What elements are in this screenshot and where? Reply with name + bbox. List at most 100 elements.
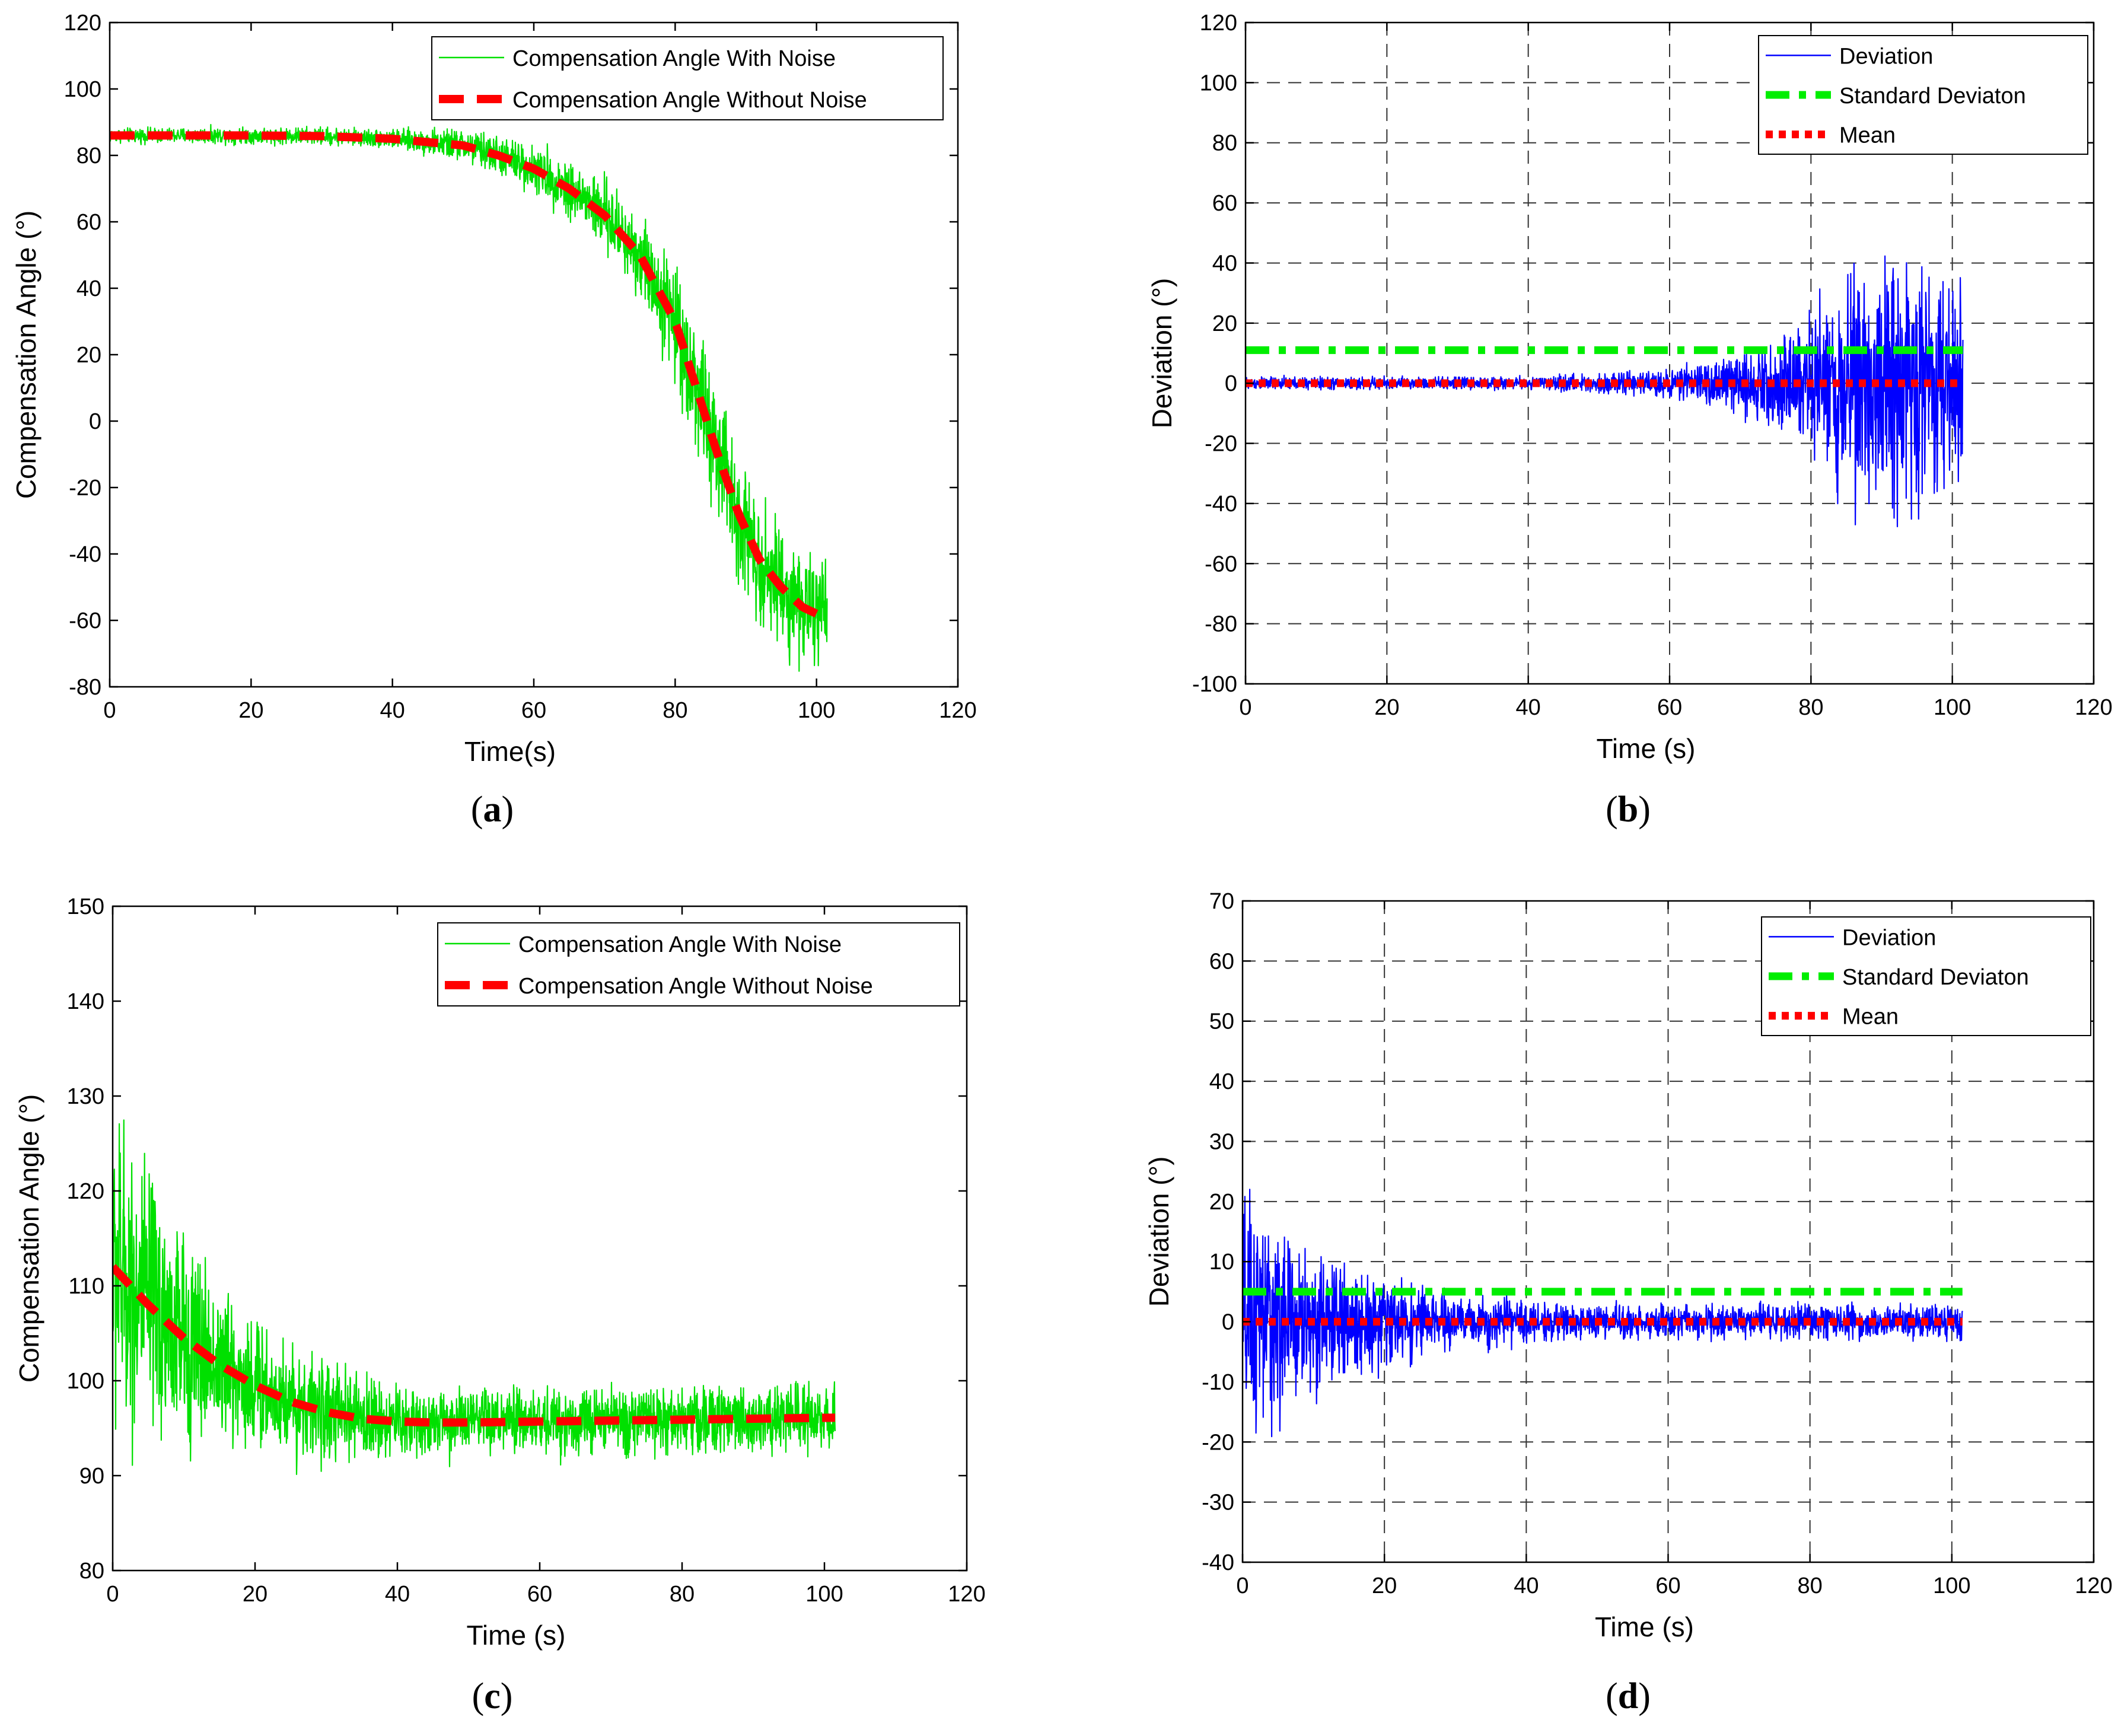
legend-label: Compensation Angle With Noise bbox=[518, 932, 842, 957]
series-compensation-angle-without-noise bbox=[113, 1264, 836, 1427]
legend-label: Deviation bbox=[1839, 44, 1933, 69]
x-tick-label: 100 bbox=[805, 1582, 843, 1607]
x-tick-label: 80 bbox=[1798, 695, 1823, 720]
x-tick-label: 20 bbox=[1372, 1573, 1397, 1598]
x-tick-label: 40 bbox=[380, 698, 405, 723]
legend-label: Mean bbox=[1839, 123, 1896, 148]
x-axis-label: Time (s) bbox=[1595, 1611, 1694, 1642]
y-tick-label: -20 bbox=[1205, 432, 1237, 457]
x-tick-label: 120 bbox=[948, 1582, 985, 1607]
y-tick-label: 120 bbox=[64, 11, 101, 36]
x-tick-label: 40 bbox=[1514, 1573, 1539, 1598]
y-tick-label: -40 bbox=[1202, 1550, 1234, 1575]
legend-box bbox=[431, 36, 944, 120]
x-tick-label: 0 bbox=[1239, 695, 1251, 720]
x-tick-label: 80 bbox=[670, 1582, 695, 1607]
legend-label: Mean bbox=[1842, 1005, 1899, 1030]
y-tick-label: 80 bbox=[77, 144, 101, 168]
panel-c: 0 20 40 60 80 100 120 80 90 100 110 120 130 140 150 Tim… bbox=[0, 867, 1059, 1733]
panel-d: 0 20 40 60 80 100 120 -40 -30 -20 -10 0 10 20 30 40 50 60… bbox=[1059, 867, 2118, 1733]
x-tick-label: 20 bbox=[243, 1582, 267, 1607]
y-tick-label: 20 bbox=[77, 343, 101, 368]
y-tick-label: -20 bbox=[69, 476, 101, 501]
legend-box bbox=[437, 922, 960, 1006]
y-tick-label: 110 bbox=[68, 1274, 104, 1299]
x-tick-label: 120 bbox=[2075, 695, 2112, 720]
x-tick-label: 100 bbox=[1933, 1573, 1970, 1598]
y-axis-label: Deviation (°) bbox=[1146, 278, 1177, 429]
y-tick-label: -20 bbox=[1202, 1430, 1234, 1455]
legend: Deviation Standard Deviaton Mean bbox=[1758, 35, 2088, 155]
y-tick-label: 90 bbox=[79, 1464, 104, 1489]
y-tick-label: 150 bbox=[67, 894, 104, 919]
chart-c-content: 0 20 40 60 80 100 120 80 90 100 110 120 130 140 150 Tim… bbox=[14, 894, 986, 1651]
chart-b-content: 0 20 40 60 80 100 120 -100 -80 -60 -40 -20 0 20 40 60 80… bbox=[1146, 11, 2113, 764]
y-tick-label: 40 bbox=[1209, 1069, 1234, 1094]
y-tick-label: -60 bbox=[1205, 552, 1237, 576]
y-tick-label: 100 bbox=[67, 1369, 104, 1394]
x-tick-label: 60 bbox=[527, 1582, 552, 1607]
chart-d-content: 0 20 40 60 80 100 120 -40 -30 -20 -10 0 10 20 30 40 50 60… bbox=[1144, 889, 2113, 1642]
y-tick-label: 100 bbox=[1200, 71, 1237, 95]
legend-label: Deviation bbox=[1842, 925, 1936, 950]
plot-area bbox=[1243, 1189, 1963, 1438]
plot-area bbox=[110, 124, 828, 672]
caption-a: (a) bbox=[433, 789, 552, 831]
y-tick-label: 20 bbox=[1209, 1190, 1234, 1215]
caption-c: (c) bbox=[433, 1676, 552, 1718]
caption-c-close: ) bbox=[500, 1676, 513, 1716]
series-compensation-angle-without-noise bbox=[110, 131, 828, 622]
x-tick-label: 80 bbox=[1798, 1573, 1823, 1598]
legend-label: Compensation Angle Without Noise bbox=[518, 974, 873, 999]
y-tick-label: 40 bbox=[77, 276, 101, 301]
x-axis-label: Time(s) bbox=[464, 736, 556, 767]
y-tick-label: 100 bbox=[64, 77, 101, 102]
legend: Compensation Angle With Noise Compensatio… bbox=[437, 922, 960, 1006]
x-tick-label: 80 bbox=[663, 698, 687, 723]
x-tick-label: 0 bbox=[106, 1582, 119, 1607]
caption-d-letter: d bbox=[1617, 1676, 1639, 1716]
y-tick-label: 80 bbox=[1212, 131, 1237, 156]
y-tick-label: -80 bbox=[69, 675, 101, 700]
y-tick-label: 60 bbox=[1212, 191, 1237, 216]
caption-b: (b) bbox=[1569, 789, 1687, 831]
caption-c-open: ( bbox=[472, 1676, 485, 1716]
legend-label: Standard Deviaton bbox=[1839, 84, 2026, 109]
x-tick-label: 0 bbox=[1236, 1573, 1248, 1598]
y-tick-label: -80 bbox=[1205, 612, 1237, 637]
y-tick-label: 120 bbox=[67, 1179, 104, 1204]
plot-area bbox=[113, 1119, 836, 1475]
panel-a: 0 20 40 60 80 100 120 -80 -60 -40 -20 0 20 40 60 80 100 1… bbox=[0, 0, 1059, 867]
chart-a: 0 20 40 60 80 100 120 -80 -60 -40 -20 0 20 40 60 80 100 1… bbox=[11, 11, 977, 767]
chart-b: 0 20 40 60 80 100 120 -100 -80 -60 -40 -20 0 20 40 60 80… bbox=[1146, 11, 2113, 764]
y-tick-label: 0 bbox=[1225, 371, 1237, 396]
y-tick-label: 60 bbox=[1209, 949, 1234, 974]
plot-area bbox=[1246, 255, 1964, 527]
x-axis-label: Time (s) bbox=[1597, 733, 1696, 764]
chart-a-content: 0 20 40 60 80 100 120 -80 -60 -40 -20 0 20 40 60 80 100 1… bbox=[11, 11, 977, 767]
legend-label: Standard Deviaton bbox=[1842, 965, 2029, 990]
y-tick-label: -30 bbox=[1202, 1490, 1234, 1515]
chart-c: 0 20 40 60 80 100 120 80 90 100 110 120 130 140 150 Tim… bbox=[14, 894, 986, 1651]
y-tick-label: -10 bbox=[1202, 1370, 1234, 1395]
y-tick-label: 140 bbox=[67, 989, 104, 1014]
x-tick-label: 20 bbox=[238, 698, 263, 723]
x-tick-label: 40 bbox=[385, 1582, 410, 1607]
series-deviation bbox=[1243, 1189, 1963, 1438]
legend: Compensation Angle With Noise Compensatio… bbox=[431, 36, 944, 120]
y-tick-label: 20 bbox=[1212, 311, 1237, 336]
caption-a-close: ) bbox=[501, 789, 514, 830]
x-tick-label: 120 bbox=[2075, 1573, 2112, 1598]
x-tick-label: 20 bbox=[1374, 695, 1399, 720]
y-tick-label: -100 bbox=[1192, 672, 1237, 697]
y-tick-label: 0 bbox=[89, 409, 101, 434]
x-tick-label: 40 bbox=[1516, 695, 1541, 720]
caption-a-letter: a bbox=[483, 789, 502, 830]
y-axis-label: Deviation (°) bbox=[1144, 1157, 1174, 1307]
y-tick-label: -40 bbox=[1205, 492, 1237, 517]
caption-d: (d) bbox=[1569, 1676, 1687, 1718]
legend-label: Compensation Angle Without Noise bbox=[512, 88, 867, 113]
y-tick-label: 70 bbox=[1209, 889, 1234, 914]
y-tick-label: -60 bbox=[69, 609, 101, 633]
y-tick-label: 120 bbox=[1200, 11, 1237, 36]
